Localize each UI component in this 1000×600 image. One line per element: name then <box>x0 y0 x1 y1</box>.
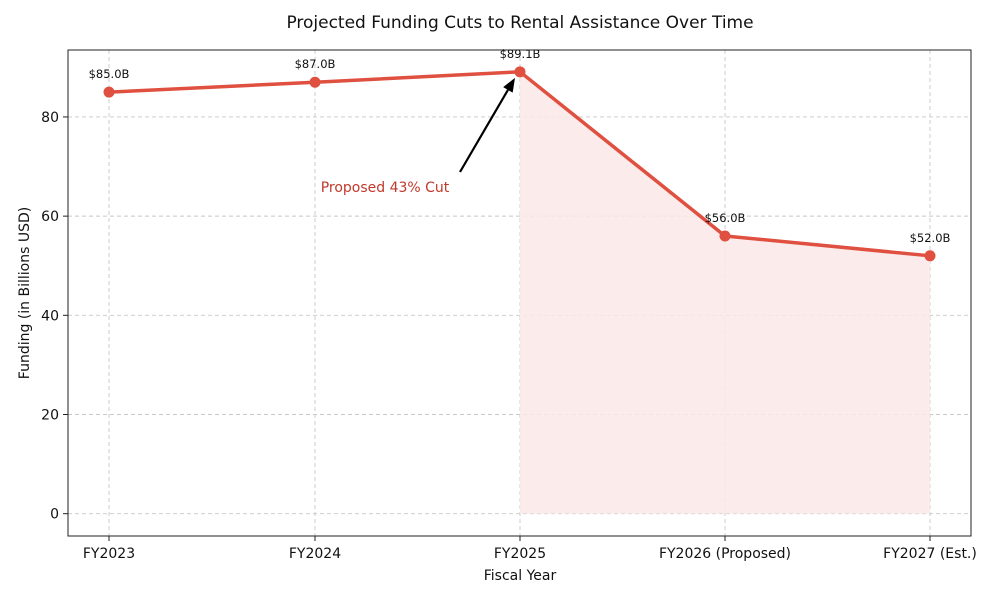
grid <box>68 50 971 536</box>
data-point <box>719 230 731 242</box>
x-tick-label: FY2025 <box>494 546 546 562</box>
data-labels: $85.0B $87.0B $89.1B $56.0B $52.0B <box>89 47 951 245</box>
annotation-text: Proposed 43% Cut <box>321 180 450 196</box>
shaded-region <box>520 71 930 514</box>
annotation-arrow-shaft <box>459 89 509 173</box>
data-point <box>309 76 321 88</box>
x-tick-label: FY2023 <box>83 546 135 562</box>
series <box>103 66 936 262</box>
x-tick-label: FY2027 (Est.) <box>883 546 977 562</box>
y-tick-label: 80 <box>41 110 59 126</box>
data-point <box>924 250 936 262</box>
data-label: $56.0B <box>705 211 746 225</box>
x-tick-label: FY2026 (Proposed) <box>659 546 791 562</box>
annotation-arrow-head <box>503 77 515 93</box>
y-tick-label: 40 <box>41 308 59 324</box>
data-point <box>514 66 526 78</box>
annotation: Proposed 43% Cut <box>321 77 515 196</box>
y-axis-label: Funding (in Billions USD) <box>17 207 33 379</box>
shaded-area <box>520 71 930 514</box>
axis-ticks: 0 20 40 60 80 FY2023 FY2024 FY2025 FY2026 (Propo… <box>41 110 977 562</box>
data-label: $89.1B <box>500 47 541 61</box>
data-label: $87.0B <box>295 57 336 71</box>
x-axis-label: Fiscal Year <box>484 568 557 584</box>
chart-title: Projected Funding Cuts to Rental Assista… <box>286 13 753 33</box>
y-tick-label: 20 <box>41 408 59 424</box>
data-point <box>103 86 115 98</box>
series-line <box>108 70 931 258</box>
data-label: $52.0B <box>910 231 951 245</box>
y-tick-label: 0 <box>50 507 59 523</box>
x-tick-label: FY2024 <box>289 546 341 562</box>
y-tick-label: 60 <box>41 209 59 225</box>
data-label: $85.0B <box>89 67 130 81</box>
